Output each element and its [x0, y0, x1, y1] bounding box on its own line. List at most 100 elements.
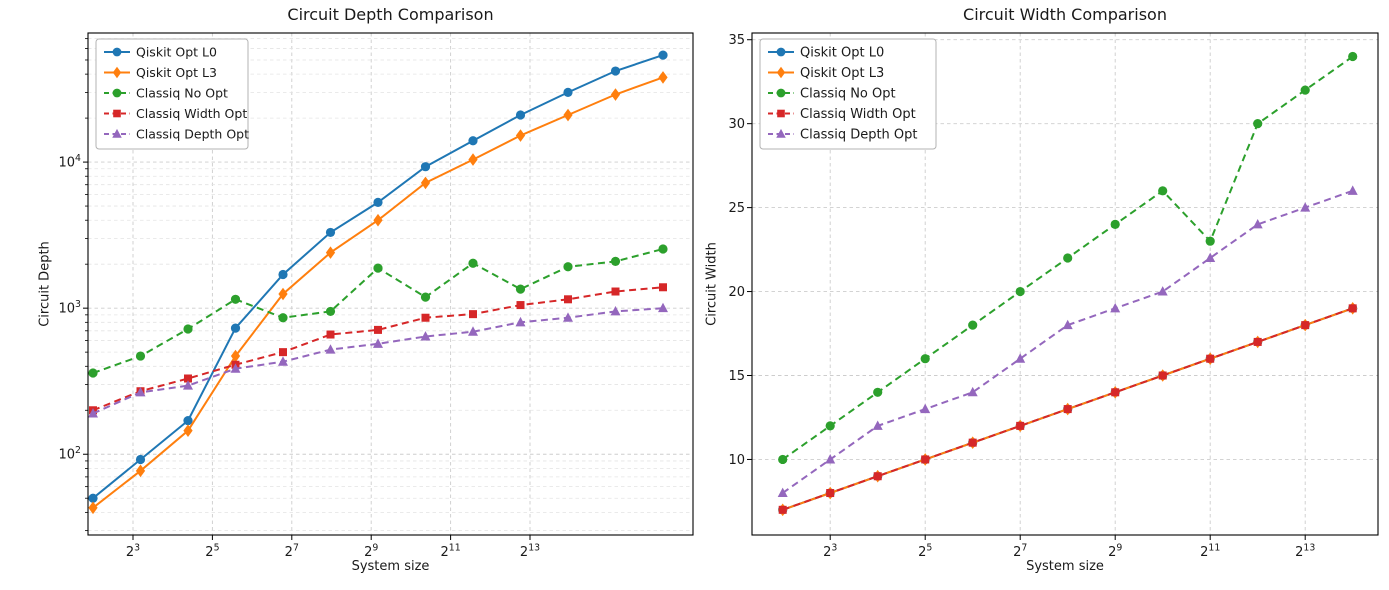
marker-triangle: [610, 306, 621, 316]
legend-label: Classiq Depth Opt: [136, 127, 249, 142]
legend-item: Classiq Width Opt: [104, 106, 247, 121]
marker-diamond: [420, 176, 431, 190]
marker-square: [1063, 405, 1072, 414]
marker-circle: [112, 47, 122, 57]
marker-circle: [325, 306, 336, 317]
marker-circle: [1253, 119, 1263, 129]
marker-triangle: [872, 420, 883, 430]
marker-circle: [1205, 236, 1215, 246]
marker-circle: [778, 454, 788, 465]
legend-label: Classiq No Opt: [800, 87, 896, 102]
legend-label: Classiq Depth Opt: [800, 128, 918, 143]
marker-square: [873, 472, 882, 481]
xtick-label: 23: [126, 543, 140, 561]
marker-circle: [88, 368, 98, 378]
marker-square: [374, 325, 382, 334]
marker-triangle: [825, 454, 836, 464]
legend-box: [95, 38, 249, 150]
marker-triangle: [325, 344, 336, 354]
marker-triangle: [468, 326, 478, 336]
series-classiq-width-opt: [778, 304, 1357, 514]
legend-label: Classiq Width Opt: [136, 106, 247, 121]
legend-item: Qiskit Opt L3: [104, 65, 217, 80]
ytick-label: 104: [59, 153, 82, 171]
marker-circle: [230, 323, 241, 333]
marker-square: [279, 348, 287, 357]
marker-square: [611, 287, 620, 296]
marker-circle: [230, 294, 241, 304]
marker-square: [826, 489, 835, 498]
depth-yaxis-label: Circuit Depth: [37, 241, 53, 327]
width-chart-title: Circuit Width Comparison: [963, 5, 1167, 24]
width-xaxis-label: System size: [1026, 559, 1104, 574]
ytick-label: 25: [728, 201, 745, 216]
legend-label: Qiskit Opt L3: [136, 65, 217, 80]
marker-triangle: [1110, 302, 1121, 313]
legend-label: Classiq Width Opt: [800, 107, 916, 122]
xtick-label: 211: [441, 543, 461, 561]
plot-border: [87, 32, 694, 536]
marker-triangle: [776, 128, 786, 138]
marker-circle: [920, 354, 930, 364]
depth-xaxis-label: System size: [351, 559, 430, 574]
marker-square: [469, 310, 477, 319]
marker-triangle: [420, 331, 431, 341]
marker-circle: [968, 320, 978, 330]
plot-border: [751, 32, 1379, 536]
marker-square: [1158, 371, 1167, 380]
xtick-label: 25: [205, 543, 219, 561]
marker-triangle: [1300, 202, 1311, 212]
marker-circle: [658, 244, 668, 254]
series-line: [92, 307, 664, 415]
marker-circle: [873, 387, 883, 397]
marker-circle: [610, 256, 621, 266]
marker-circle: [420, 292, 431, 302]
marker-circle: [420, 162, 431, 172]
marker-diamond: [468, 153, 478, 166]
marker-circle: [278, 313, 288, 323]
xtick-label: 29: [364, 543, 378, 561]
legend-item: Classiq No Opt: [104, 86, 228, 101]
marker-circle: [1348, 51, 1358, 62]
marker-diamond: [230, 349, 241, 363]
marker-circle: [135, 351, 146, 361]
marker-triangle: [183, 380, 193, 390]
marker-circle: [776, 47, 786, 57]
marker-circle: [183, 324, 193, 334]
marker-diamond: [776, 66, 786, 79]
marker-square: [1253, 337, 1262, 346]
legend-item: Classiq Depth Opt: [104, 127, 249, 142]
marker-circle: [1015, 286, 1025, 297]
ytick-label: 30: [728, 117, 745, 132]
marker-circle: [325, 227, 336, 238]
series-classiq-depth-opt: [777, 185, 1358, 498]
marker-circle: [183, 415, 193, 426]
marker-circle: [776, 88, 786, 98]
ytick-label: 103: [59, 299, 82, 317]
xtick-label: 213: [520, 543, 540, 561]
series-line: [782, 189, 1354, 494]
marker-circle: [515, 110, 526, 120]
xtick-label: 23: [823, 543, 837, 561]
marker-triangle: [230, 363, 241, 373]
legend-item: Qiskit Opt L3: [768, 66, 884, 81]
marker-triangle: [373, 338, 383, 348]
marker-circle: [468, 136, 478, 146]
marker-triangle: [278, 356, 288, 366]
marker-square: [659, 283, 667, 292]
marker-diamond: [373, 213, 383, 227]
marker-square: [778, 505, 787, 514]
legend-item: Qiskit Opt L0: [104, 45, 217, 60]
marker-triangle: [1252, 218, 1263, 229]
marker-diamond: [610, 88, 621, 101]
legend-depth: Qiskit Opt L0 Qiskit Opt L3 Classiq No Opt…: [95, 38, 249, 150]
marker-square: [1301, 321, 1310, 330]
marker-diamond: [112, 66, 122, 79]
marker-square: [564, 295, 572, 304]
ytick-label: 102: [59, 445, 82, 463]
xtick-label: 27: [285, 543, 299, 561]
marker-diamond: [183, 424, 193, 437]
marker-circle: [88, 493, 98, 503]
